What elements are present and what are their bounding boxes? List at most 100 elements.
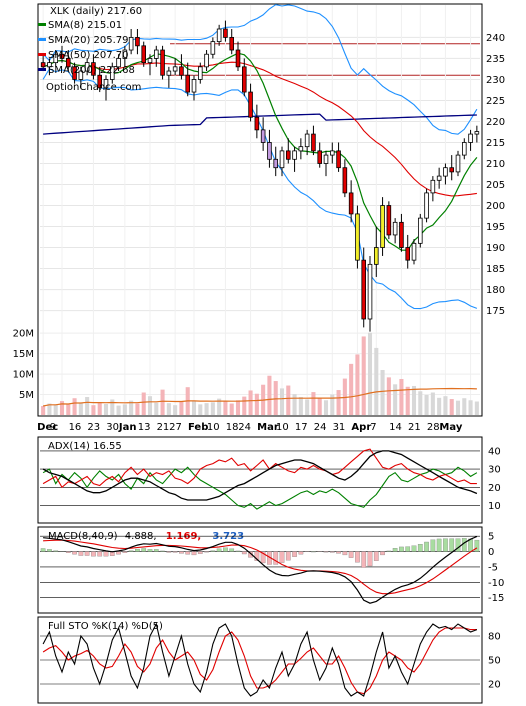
candle-body [405,247,411,261]
macd-signal-line [43,539,478,595]
date-tick-label: 31 [333,422,346,433]
volume-bar [141,392,146,415]
bollinger-upper-band [42,4,478,135]
macd-histogram-bar [191,551,197,556]
volume-bar [78,403,83,415]
price-tick-label: 175 [486,306,505,317]
volume-bar [122,404,127,415]
volume-bar [374,347,379,415]
volume-bar [72,398,77,415]
candle-body [424,192,429,219]
legend: XLK (daily) 217.60 SMA(8) 215.01 SMA(20) … [38,6,142,93]
candle-body [172,66,178,72]
candle-body [128,37,134,51]
date-tick-label: Feb [188,422,208,433]
macd-histogram-bar [323,551,329,553]
volume-tick-label: 5M [19,390,34,401]
volume-bar [393,384,398,415]
volume-bar [399,379,404,415]
candle-body [292,150,297,160]
price-tick-label: 220 [486,117,505,128]
volume-bar [267,375,272,415]
macd-histogram-bar [204,551,209,553]
price-tick-label: 230 [486,75,505,86]
sma200-line [43,113,477,135]
date-tick-label: Mar [257,422,279,433]
macd-histogram-bar [392,548,398,552]
macd-histogram-bar [72,551,77,555]
volume-bar [405,386,410,415]
candle-body [47,62,52,68]
volume-bar [305,399,310,415]
volume-bar [217,398,222,415]
candle-body [204,53,209,68]
macd-histogram-bar [97,551,103,557]
volume-bar [273,381,278,415]
macd-histogram-bar [40,548,46,552]
price-axis: 175 180 185 190 195 200 205 210 215 220 225 230 235 2… [486,33,505,317]
panel-tick-label: 20 [488,680,501,691]
macd-histogram-bar [53,550,59,552]
macd-histogram-bar [254,551,260,561]
price-tick-label: 215 [486,138,505,149]
candle-body [122,49,128,59]
date-tick-label: Apr [351,422,371,433]
macd-histogram-bar [135,548,140,552]
macd-value: 4.888, [125,531,157,542]
sto-k-line [42,622,478,697]
price-tick-label: 190 [486,243,505,254]
candle-body [311,133,316,152]
macd-histogram-bar [474,539,480,552]
candle-body [153,49,159,59]
adx-panel: ADX(14) 16.55 10 20 30 40 [37,436,501,524]
volume-bars [41,332,479,415]
macd-label-prefix: MACD(8,40,9) [48,531,118,542]
sto-label: Full STO %K(14) %D(5) [48,621,163,632]
legend-label: SMA(50) 207.70 [48,50,129,61]
volume-bar [41,406,46,415]
candle-body [392,221,398,236]
date-tick-label: 28 [427,422,440,433]
panel-tick-label: 5 [488,532,494,543]
volume-bar [135,403,140,415]
volume-bar [160,389,165,415]
volume-bar [342,378,347,415]
watermark: OptionChance.com [46,82,141,93]
volume-bar [248,390,253,415]
date-tick-label: 14 [389,422,402,433]
candle-body [78,70,84,80]
candle-body [84,62,90,72]
candle-body [279,150,285,169]
volume-bar [437,397,442,415]
panel-tick-label: 50 [488,656,501,667]
macd-histogram-bar [216,548,222,552]
price-tick-label: 185 [486,264,505,275]
volume-average-line [42,387,477,407]
candle-body [110,66,115,80]
plus-di-line [42,466,478,510]
candle-body [179,66,184,76]
volume-bar [336,390,341,415]
volume-bar [474,401,479,415]
sto-d-line [42,627,477,695]
macd-histogram-bar [91,551,96,557]
candle-body [468,133,473,143]
candle-body [386,205,392,236]
macd-histogram-bar [179,551,184,554]
price-tick-label: 180 [486,285,505,296]
candle-body [373,247,379,265]
candle-body [443,167,448,177]
volume-bar [103,403,109,415]
macd-histogram-bar [449,538,455,552]
date-tick-label: 27 [169,422,182,433]
volume-bar [116,405,121,415]
macd-histogram-bar [436,538,442,552]
macd-histogram-bar [185,551,191,555]
candle-body [267,142,272,160]
volume-bar [443,396,448,415]
macd-histogram-bar [103,551,109,557]
price-layer [40,4,480,332]
candle-body [103,79,109,89]
macd-histogram-bar [355,551,360,563]
